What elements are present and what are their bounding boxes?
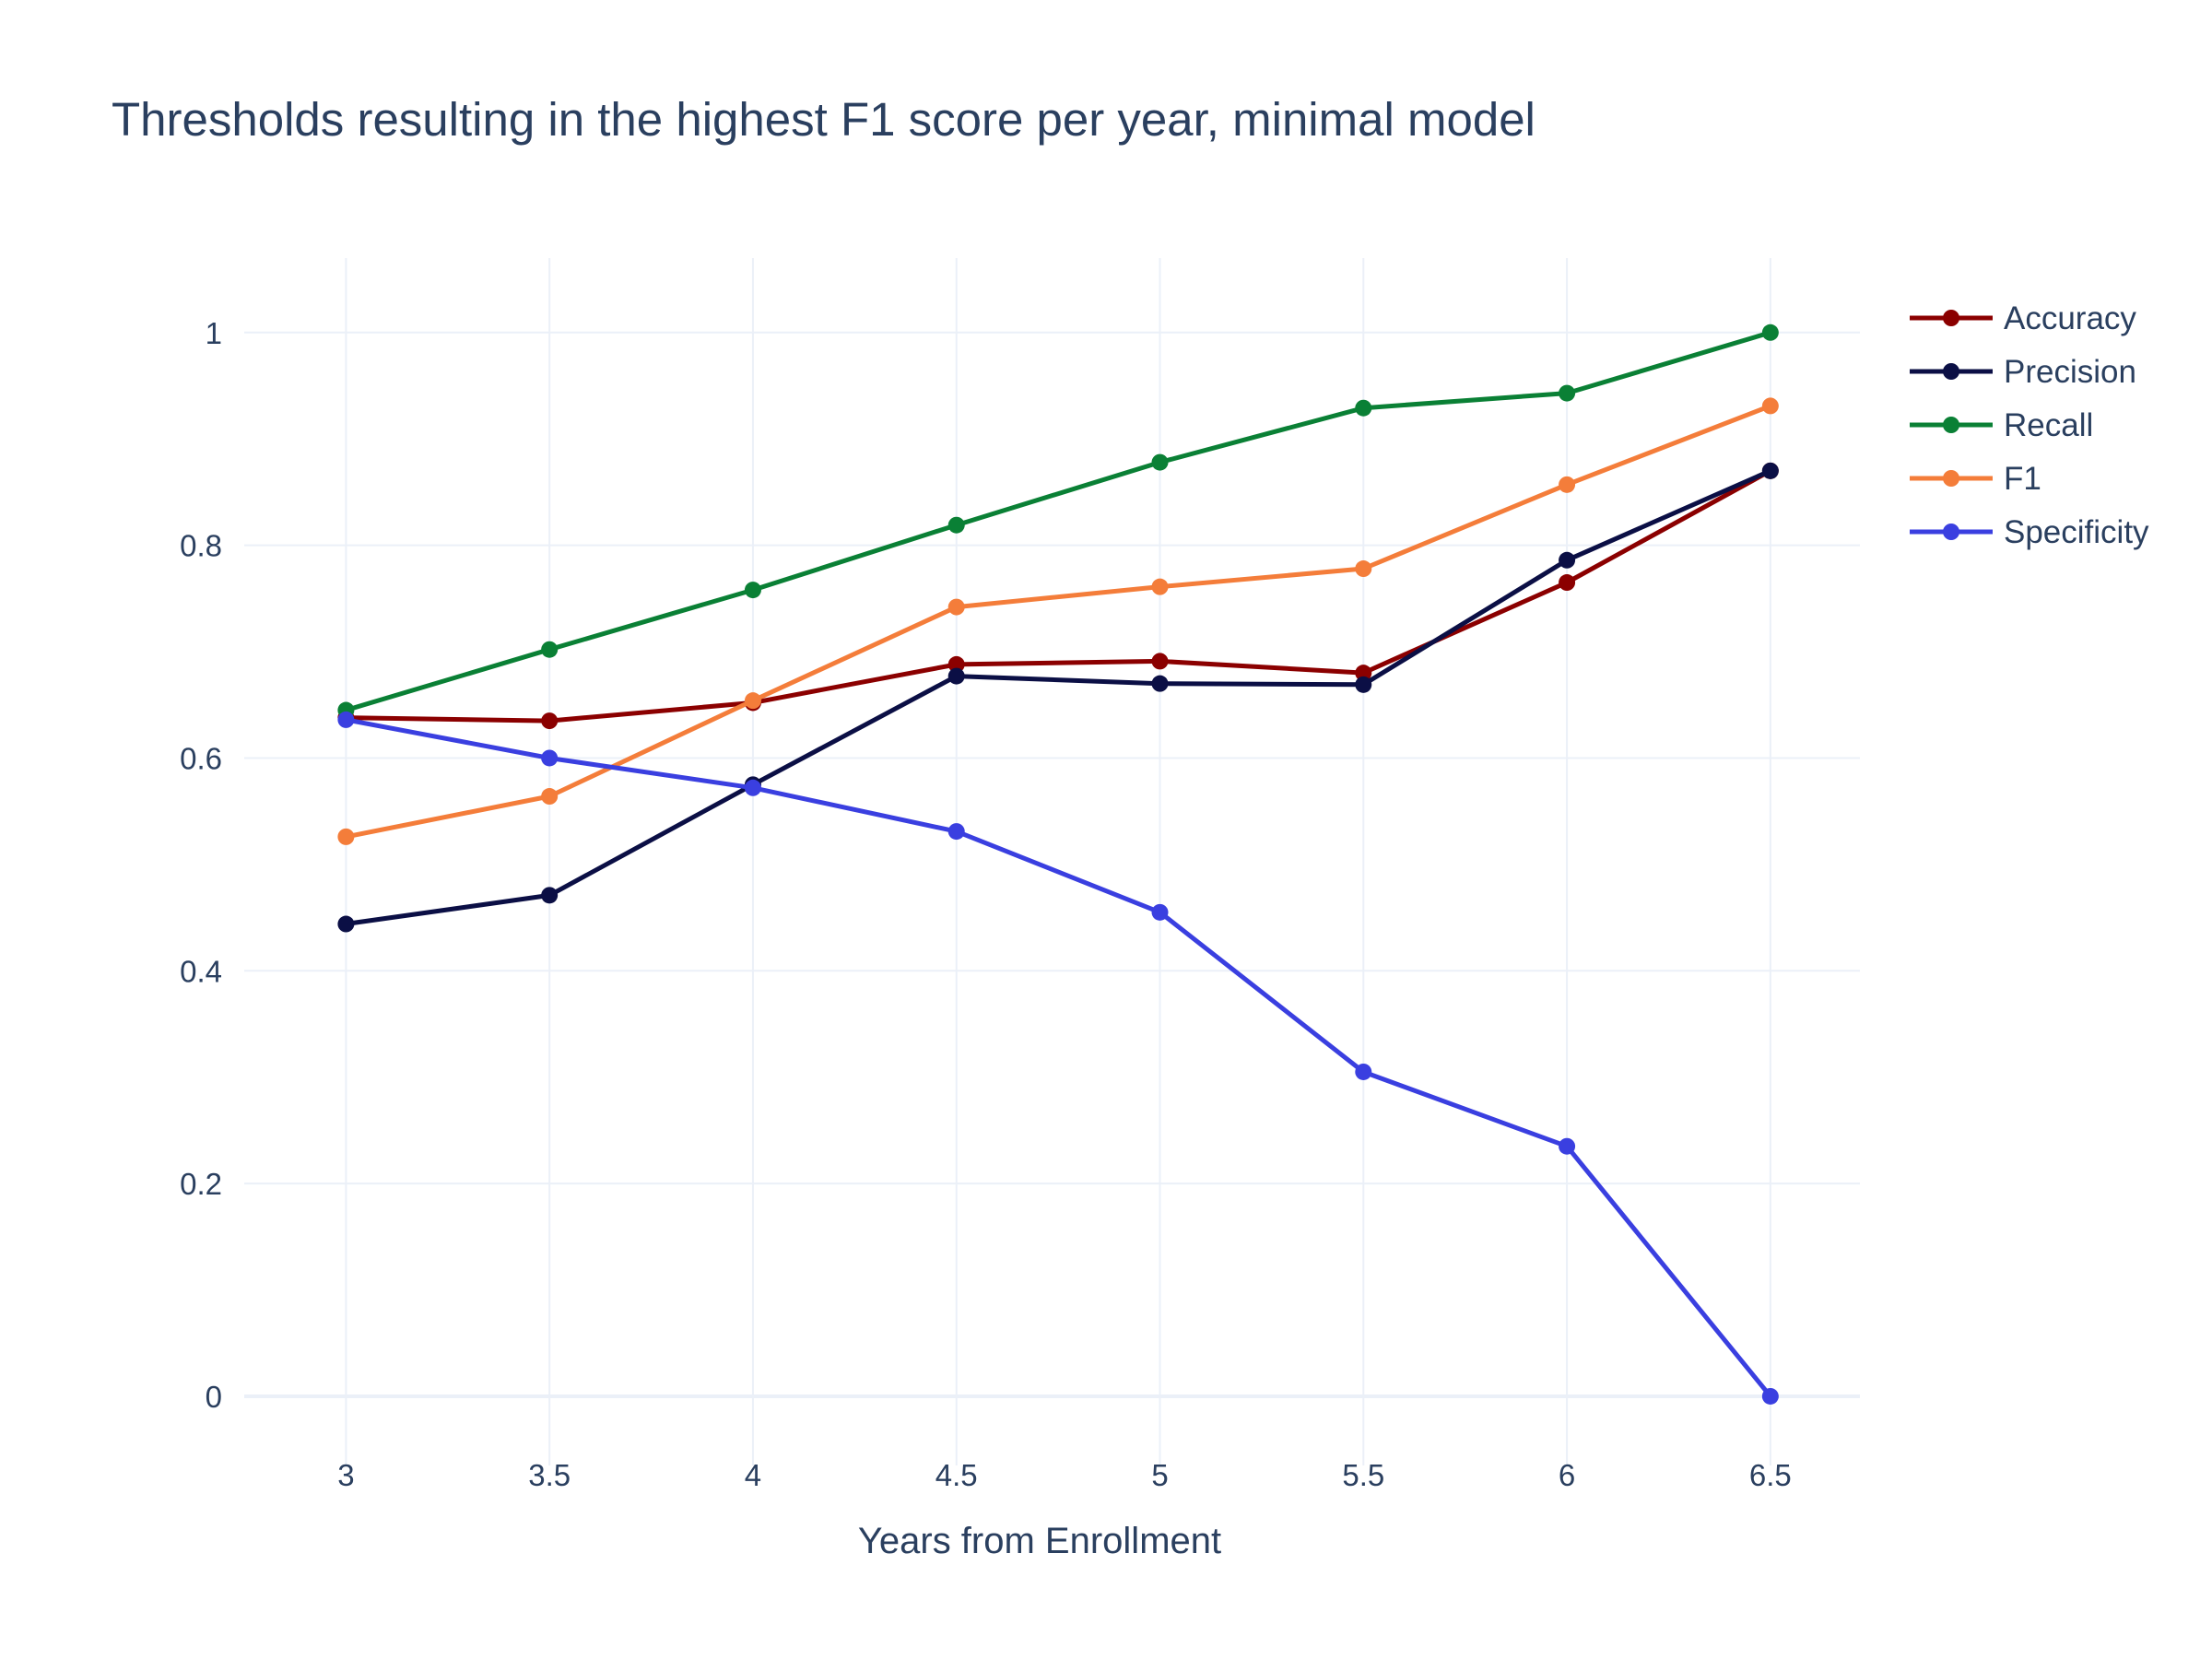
data-point-precision[interactable] — [1761, 462, 1779, 479]
gridlines — [244, 258, 1860, 1465]
y-tick-label: 1 — [206, 316, 222, 350]
data-point-accuracy[interactable] — [1355, 665, 1372, 682]
data-point-recall[interactable] — [1355, 399, 1372, 417]
data-point-specificity[interactable] — [1151, 903, 1169, 921]
data-point-specificity[interactable] — [1355, 1063, 1372, 1080]
series-line-f1 — [343, 403, 1773, 840]
legend-item-recall[interactable]: Recall — [1910, 407, 2093, 443]
x-tick-label: 4.5 — [935, 1458, 978, 1492]
data-point-recall[interactable] — [744, 582, 761, 599]
legend-label: F1 — [2004, 461, 2041, 497]
legend-marker — [1943, 524, 1959, 540]
data-point-precision[interactable] — [1559, 551, 1576, 569]
legend-marker — [1943, 470, 1959, 487]
data-point-recall[interactable] — [1761, 324, 1779, 341]
data-point-precision[interactable] — [337, 915, 355, 933]
data-point-precision[interactable] — [947, 667, 965, 685]
legend-marker — [1943, 363, 1959, 380]
data-point-f1[interactable] — [744, 692, 761, 710]
series-specificity — [337, 711, 1779, 1405]
data-point-accuracy[interactable] — [1559, 574, 1576, 592]
legend-label: Accuracy — [2004, 300, 2136, 336]
data-point-recall[interactable] — [947, 516, 965, 534]
data-point-recall[interactable] — [1151, 453, 1169, 471]
data-point-precision[interactable] — [541, 887, 559, 904]
legend-item-accuracy[interactable]: Accuracy — [1910, 300, 2136, 336]
x-tick-label: 4 — [745, 1458, 761, 1492]
data-point-f1[interactable] — [337, 828, 355, 845]
legend-label: Specificity — [2004, 514, 2149, 550]
data-point-f1[interactable] — [947, 598, 965, 616]
x-tick-label: 3 — [337, 1458, 354, 1492]
series-line-specificity — [343, 717, 1773, 1399]
series-f1 — [337, 397, 1779, 845]
y-tick-label: 0.2 — [180, 1167, 222, 1201]
series-line-recall — [343, 330, 1773, 712]
series-line-precision — [343, 468, 1773, 926]
y-tick-label: 0 — [206, 1380, 222, 1414]
chart-title: Thresholds resulting in the highest F1 s… — [112, 93, 1535, 146]
data-point-specificity[interactable] — [947, 823, 965, 841]
series-recall — [337, 324, 1779, 719]
series-lines — [337, 324, 1779, 1405]
data-point-precision[interactable] — [1151, 675, 1169, 692]
legend-marker — [1943, 310, 1959, 326]
data-point-specificity[interactable] — [541, 749, 559, 767]
data-point-specificity[interactable] — [1761, 1387, 1779, 1405]
data-point-f1[interactable] — [541, 788, 559, 806]
axis-ticks: 3 3.5 4 4.5 5 5.5 6 6.5 0 0.2 0.4 0.6 0.8 1 — [180, 316, 1792, 1492]
data-point-f1[interactable] — [1355, 560, 1372, 578]
y-tick-label: 0.4 — [180, 954, 222, 988]
x-tick-label: 5 — [1151, 1458, 1168, 1492]
y-tick-label: 0.8 — [180, 529, 222, 563]
x-tick-label: 6.5 — [1749, 1458, 1792, 1492]
data-point-recall[interactable] — [1559, 384, 1576, 402]
x-axis-title: Years from Enrollment — [858, 1521, 1221, 1561]
data-point-f1[interactable] — [1761, 397, 1779, 415]
x-tick-label: 6 — [1559, 1458, 1575, 1492]
series-line-accuracy — [343, 468, 1773, 724]
data-point-accuracy[interactable] — [1151, 653, 1169, 670]
legend-item-specificity[interactable]: Specificity — [1910, 514, 2149, 550]
data-point-specificity[interactable] — [744, 779, 761, 796]
data-point-accuracy[interactable] — [541, 712, 559, 730]
data-point-precision[interactable] — [1355, 676, 1372, 693]
legend-label: Precision — [2004, 354, 2136, 390]
data-point-f1[interactable] — [1151, 578, 1169, 595]
data-point-specificity[interactable] — [337, 711, 355, 728]
legend-marker — [1943, 417, 1959, 433]
data-point-specificity[interactable] — [1559, 1137, 1576, 1155]
x-tick-label: 3.5 — [528, 1458, 571, 1492]
data-point-accuracy[interactable] — [947, 655, 965, 673]
data-point-f1[interactable] — [1559, 476, 1576, 493]
legend-label: Recall — [2004, 407, 2093, 443]
legend-item-f1[interactable]: F1 — [1910, 461, 2041, 497]
legend-item-precision[interactable]: Precision — [1910, 354, 2136, 390]
y-tick-label: 0.6 — [180, 741, 222, 775]
legend[interactable]: Accuracy Precision Recall F1 Specificity — [1910, 300, 2149, 550]
x-tick-label: 5.5 — [1342, 1458, 1384, 1492]
data-point-recall[interactable] — [541, 641, 559, 658]
